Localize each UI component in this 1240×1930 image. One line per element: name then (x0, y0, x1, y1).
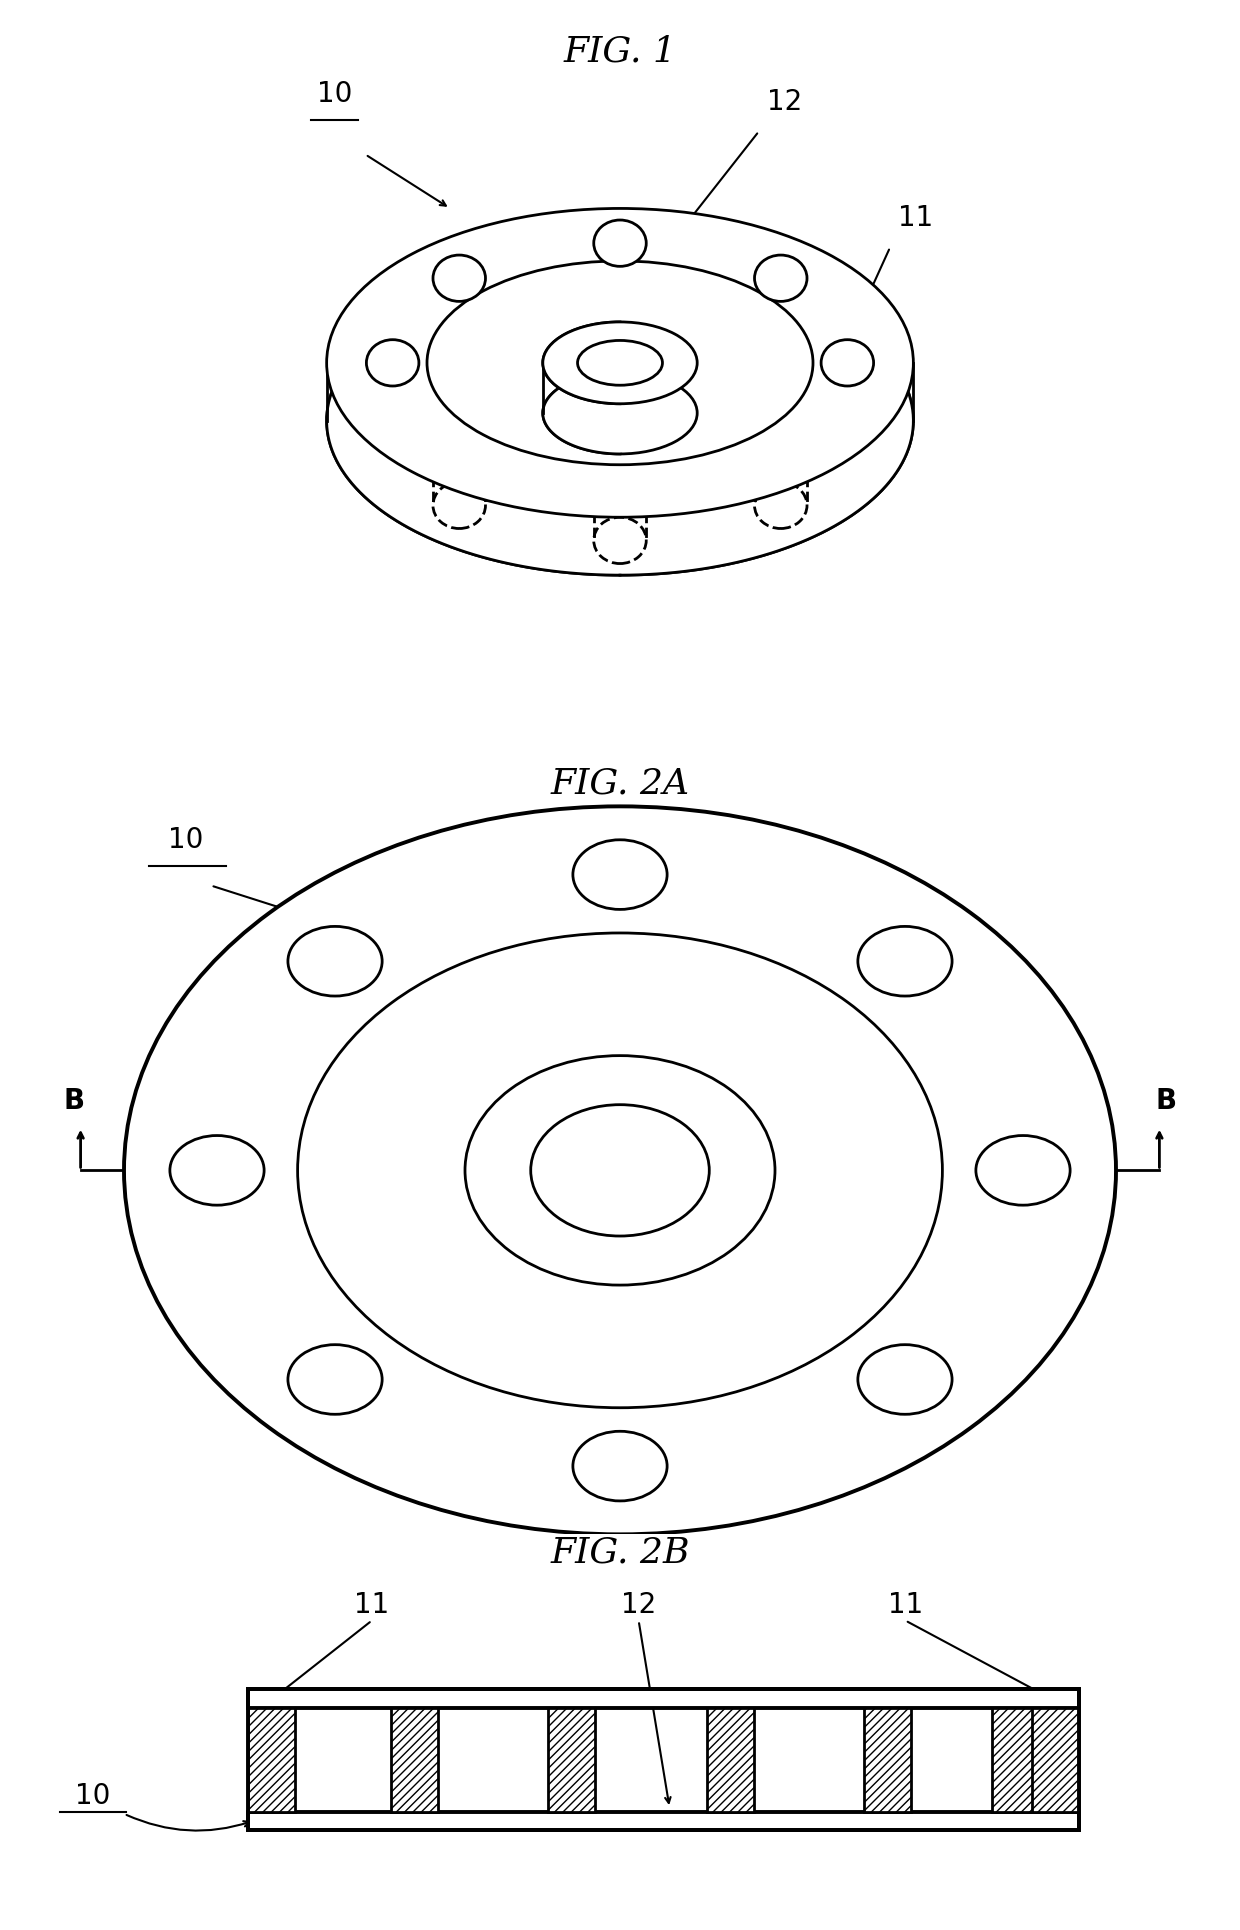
Text: 10: 10 (76, 1781, 110, 1810)
Bar (864, 1708, 911, 1812)
Bar (248, 1689, 1079, 1708)
Ellipse shape (543, 322, 697, 403)
Text: 10: 10 (316, 79, 352, 108)
Bar (248, 1689, 1079, 1830)
Ellipse shape (124, 807, 1116, 1534)
Polygon shape (326, 208, 620, 575)
Ellipse shape (594, 459, 646, 506)
Ellipse shape (366, 340, 419, 386)
Ellipse shape (573, 1432, 667, 1502)
Text: 12: 12 (930, 969, 965, 996)
Ellipse shape (433, 482, 486, 529)
Bar (548, 1708, 595, 1812)
Ellipse shape (754, 255, 807, 301)
Ellipse shape (326, 208, 914, 517)
Bar (391, 1708, 438, 1812)
Ellipse shape (433, 255, 486, 301)
Text: FIG. 2B: FIG. 2B (551, 1536, 689, 1569)
Ellipse shape (427, 261, 813, 465)
Ellipse shape (288, 1345, 382, 1415)
Text: 10: 10 (169, 826, 203, 853)
Ellipse shape (754, 482, 807, 529)
Ellipse shape (465, 1056, 775, 1285)
Polygon shape (543, 322, 620, 454)
Text: 11: 11 (980, 1056, 1014, 1083)
Text: B: B (1154, 1087, 1177, 1116)
Ellipse shape (754, 425, 807, 471)
Ellipse shape (594, 220, 646, 266)
Bar (248, 1708, 295, 1812)
Ellipse shape (858, 1345, 952, 1415)
Ellipse shape (298, 932, 942, 1407)
Text: 11: 11 (355, 1590, 389, 1619)
Text: 12: 12 (766, 87, 802, 116)
Text: 12: 12 (621, 1590, 656, 1619)
Text: FIG. 1: FIG. 1 (563, 35, 677, 69)
Bar (248, 1812, 1079, 1830)
Ellipse shape (821, 340, 874, 386)
Ellipse shape (976, 1135, 1070, 1204)
Ellipse shape (531, 1104, 709, 1235)
Bar (992, 1708, 1039, 1812)
Text: B: B (63, 1087, 86, 1116)
Ellipse shape (543, 372, 697, 454)
Text: 11: 11 (898, 203, 934, 232)
Ellipse shape (578, 340, 662, 386)
Polygon shape (620, 208, 914, 575)
Bar (1032, 1708, 1079, 1812)
Ellipse shape (433, 425, 486, 471)
Text: 11: 11 (888, 1590, 923, 1619)
Ellipse shape (594, 517, 646, 564)
Ellipse shape (858, 926, 952, 996)
Ellipse shape (288, 926, 382, 996)
Ellipse shape (326, 266, 914, 575)
Text: FIG. 2A: FIG. 2A (551, 766, 689, 801)
Bar (707, 1708, 754, 1812)
Ellipse shape (573, 840, 667, 909)
Ellipse shape (170, 1135, 264, 1204)
